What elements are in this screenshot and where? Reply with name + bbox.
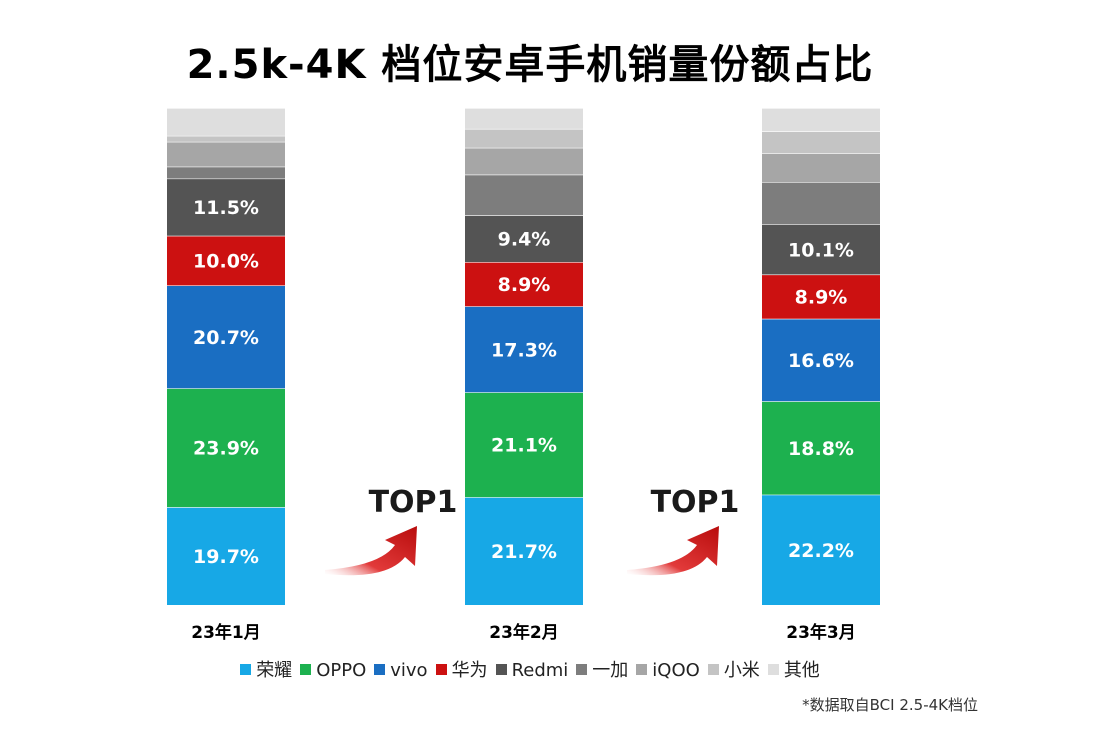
legend-swatch [495,664,507,675]
data-label: 10.1% [788,239,854,261]
legend-swatch [636,664,648,675]
legend-swatch [240,664,252,675]
bar-segment [465,215,583,263]
data-label: 17.3% [491,339,557,361]
curved-arrow-icon [325,526,417,576]
legend-label: Redmi [511,660,569,681]
bar-segment [465,497,583,605]
legend-label: 一加 [592,660,629,681]
bar-segment [167,166,285,179]
bar-segment [465,108,583,129]
legend-swatch [374,664,386,675]
bar-segment [762,108,880,132]
source-note: *数据取自BCI 2.5-4K档位 [802,696,978,714]
legend-item: 小米 [707,656,760,682]
legend-item: 一加 [576,656,628,682]
category-label: 23年2月 [489,622,559,643]
bar-segment [167,141,285,167]
arrows-layer: TOP1 TOP1 [325,485,740,576]
legend: 荣耀 OPPO vivo 华为 Redmi 一加 iQOO 小米 其他 [0,656,1060,682]
category-label: 23年1月 [191,622,261,643]
curved-arrow-icon [627,526,719,576]
bar-segment [167,285,285,389]
bar-segment [762,494,880,605]
bar-segment [762,274,880,319]
bar-stack: 19.7% 23.9% 20.7% 10.0% 11.5% [167,107,285,605]
legend-label: vivo [390,660,428,681]
bar-segment [762,182,880,225]
bar-segment [167,507,285,605]
legend-item: 其他 [767,656,820,682]
data-label: 8.9% [498,274,551,296]
bar-segment [465,392,583,498]
bar-segment [167,235,285,286]
bar-segment [762,224,880,275]
legend-swatch [435,664,447,675]
bar-segment [167,178,285,236]
legend-swatch [576,664,588,675]
legend-item: OPPO [300,660,366,681]
legend-swatch [300,664,312,675]
legend-item: 荣耀 [240,656,292,682]
data-label: 9.4% [498,229,551,251]
bar-segment [465,147,583,175]
data-label: 18.8% [788,438,854,460]
top1-annotation: TOP1 [651,485,740,520]
bar-segment [465,306,583,393]
legend-label: 荣耀 [256,660,293,681]
top1-annotation: TOP1 [369,485,458,520]
category-label: 23年3月 [786,622,856,643]
bar-segment [167,135,285,142]
bar-segment [762,401,880,495]
bar-segment [167,388,285,508]
legend-item: 华为 [435,656,488,682]
legend-swatch [767,664,779,675]
legend-item: vivo [374,660,428,681]
bar-segment [762,131,880,154]
bars-layer: 19.7% 23.9% 20.7% 10.0% 11.5% 23年1月 21.7% 21.1%… [167,107,880,643]
bar-stack: 21.7% 21.1% 17.3% 8.9% 9.4% [465,107,583,605]
data-label: 20.7% [193,327,259,349]
data-label: 19.7% [193,546,259,568]
bar-segment [167,108,285,136]
data-label: 8.9% [795,287,848,309]
bar-segment [465,262,583,307]
bar-segment [465,128,583,148]
data-label: 23.9% [193,438,259,460]
data-label: 21.7% [491,541,557,563]
legend-label: 其他 [783,660,820,681]
bar-stack: 22.2% 18.8% 16.6% 8.9% 10.1% [762,107,880,605]
legend-label: 华为 [451,660,488,681]
legend-item: Redmi [495,660,569,681]
data-label: 21.1% [491,435,557,457]
bar-segment [762,318,880,402]
legend-label: OPPO [316,660,367,681]
data-label: 16.6% [788,350,854,372]
legend-label: iQOO [652,660,700,681]
legend-label: 小米 [723,660,760,681]
data-label: 22.2% [788,540,854,562]
data-label: 11.5% [193,197,259,219]
chart-title: 2.5k-4K 档位安卓手机销量份额占比 [186,42,874,88]
legend-item: iQOO [636,660,700,681]
bar-segment [465,174,583,216]
data-label: 10.0% [193,251,259,273]
bar-segment [762,153,880,183]
legend-swatch [707,664,719,675]
